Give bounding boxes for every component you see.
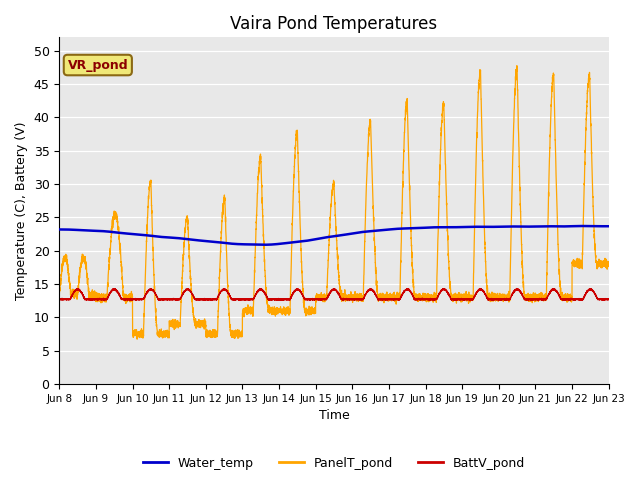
X-axis label: Time: Time <box>319 409 349 422</box>
Title: Vaira Pond Temperatures: Vaira Pond Temperatures <box>230 15 438 33</box>
Legend: Water_temp, PanelT_pond, BattV_pond: Water_temp, PanelT_pond, BattV_pond <box>138 452 530 475</box>
Text: VR_pond: VR_pond <box>67 59 128 72</box>
Y-axis label: Temperature (C), Battery (V): Temperature (C), Battery (V) <box>15 121 28 300</box>
